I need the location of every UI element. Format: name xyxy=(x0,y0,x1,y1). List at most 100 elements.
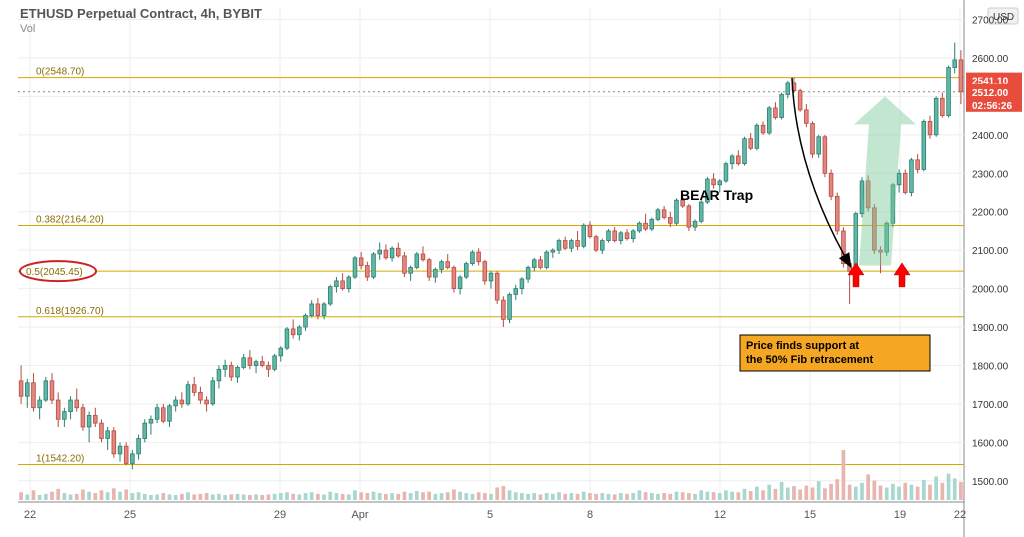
volume-bar xyxy=(32,490,36,500)
volume-bar xyxy=(872,481,876,500)
volume-bar xyxy=(613,494,617,500)
price-tag-value: 2512.00 xyxy=(972,88,1009,99)
volume-bar xyxy=(458,492,462,500)
volume-bar xyxy=(427,492,431,500)
volume-bar xyxy=(792,486,796,500)
candle-body xyxy=(687,206,691,227)
volume-bar xyxy=(730,492,734,500)
candle-body xyxy=(631,231,635,239)
volume-bar xyxy=(310,492,314,500)
volume-bar xyxy=(656,494,660,500)
candle-body xyxy=(161,408,165,421)
volume-bar xyxy=(928,485,932,500)
candle-body xyxy=(910,160,914,193)
candle-body xyxy=(675,200,679,223)
candle-body xyxy=(662,210,666,218)
volume-bar xyxy=(471,494,475,500)
candle-body xyxy=(403,256,407,273)
candle-body xyxy=(625,233,629,239)
candle-body xyxy=(341,281,345,289)
x-tick-label: Apr xyxy=(351,509,368,521)
candle-body xyxy=(106,431,110,439)
candle-body xyxy=(192,385,196,393)
volume-bar xyxy=(910,485,914,500)
volume-bar xyxy=(563,494,567,500)
candle-body xyxy=(112,431,116,454)
volume-bar xyxy=(638,490,642,500)
volume-bar xyxy=(718,493,722,500)
volume-bar xyxy=(347,494,351,500)
y-tick-label: 2000.00 xyxy=(972,285,1009,296)
candle-body xyxy=(483,262,487,281)
candle-body xyxy=(823,137,827,174)
volume-bar xyxy=(335,493,339,500)
candle-body xyxy=(532,260,536,268)
volume-bar xyxy=(786,488,790,501)
volume-bar xyxy=(582,492,586,500)
volume-bar xyxy=(25,494,29,500)
candle-body xyxy=(959,60,963,92)
candle-body xyxy=(922,121,926,169)
candle-body xyxy=(526,267,530,279)
volume-bar xyxy=(520,493,524,500)
candle-body xyxy=(384,250,388,258)
candle-body xyxy=(934,98,938,135)
volume-bar xyxy=(242,494,246,500)
candle-body xyxy=(644,223,648,229)
volume-bar xyxy=(192,494,196,500)
volume-bar xyxy=(817,481,821,500)
candle-body xyxy=(174,400,178,406)
chart-container: USD1500.001600.001700.001800.001900.0020… xyxy=(0,0,1024,537)
candle-body xyxy=(495,273,499,300)
candle-body xyxy=(365,266,369,278)
fib-label: 0.618(1926.70) xyxy=(36,306,104,317)
volume-bar xyxy=(576,494,580,500)
volume-bar xyxy=(267,494,271,500)
candle-body xyxy=(223,365,227,369)
volume-bar xyxy=(526,494,530,500)
volume-bar xyxy=(570,493,574,500)
candle-body xyxy=(508,294,512,319)
candle-body xyxy=(143,423,147,438)
volume-bar xyxy=(112,488,116,500)
volume-bar xyxy=(44,494,48,500)
candle-body xyxy=(87,415,91,427)
candle-body xyxy=(310,304,314,316)
volume-bar xyxy=(131,493,135,500)
candle-body xyxy=(916,160,920,170)
fib-label: 1(1542.20) xyxy=(36,454,84,465)
volume-bar xyxy=(452,489,456,500)
volume-bar xyxy=(953,478,957,500)
candle-body xyxy=(63,412,67,420)
candle-body xyxy=(347,277,351,289)
volume-bar xyxy=(514,492,518,500)
candle-body xyxy=(353,258,357,277)
volume-bar xyxy=(161,493,165,500)
volume-bar xyxy=(941,483,945,500)
volume-bar xyxy=(885,488,889,501)
volume-bar xyxy=(440,493,444,500)
candle-body xyxy=(953,60,957,68)
volume-bar xyxy=(124,489,128,500)
candle-body xyxy=(56,400,60,419)
x-tick-label: 15 xyxy=(804,509,816,521)
volume-bar xyxy=(341,494,345,500)
volume-bar xyxy=(384,494,388,500)
candle-body xyxy=(619,233,623,241)
volume-bar xyxy=(607,494,611,500)
y-tick-label: 2100.00 xyxy=(972,246,1009,257)
volume-bar xyxy=(854,487,858,500)
candle-body xyxy=(372,254,376,277)
x-tick-label: 22 xyxy=(24,509,36,521)
candle-body xyxy=(38,400,42,408)
candle-body xyxy=(835,196,839,231)
volume-bar xyxy=(681,492,685,500)
volume-bar xyxy=(594,494,598,500)
chart-svg[interactable]: USD1500.001600.001700.001800.001900.0020… xyxy=(0,0,1024,537)
volume-bar xyxy=(798,489,802,500)
volume-bar xyxy=(508,490,512,500)
candle-body xyxy=(798,91,802,110)
candle-body xyxy=(650,219,654,229)
volume-bar xyxy=(842,450,846,500)
volume-bar xyxy=(650,493,654,500)
